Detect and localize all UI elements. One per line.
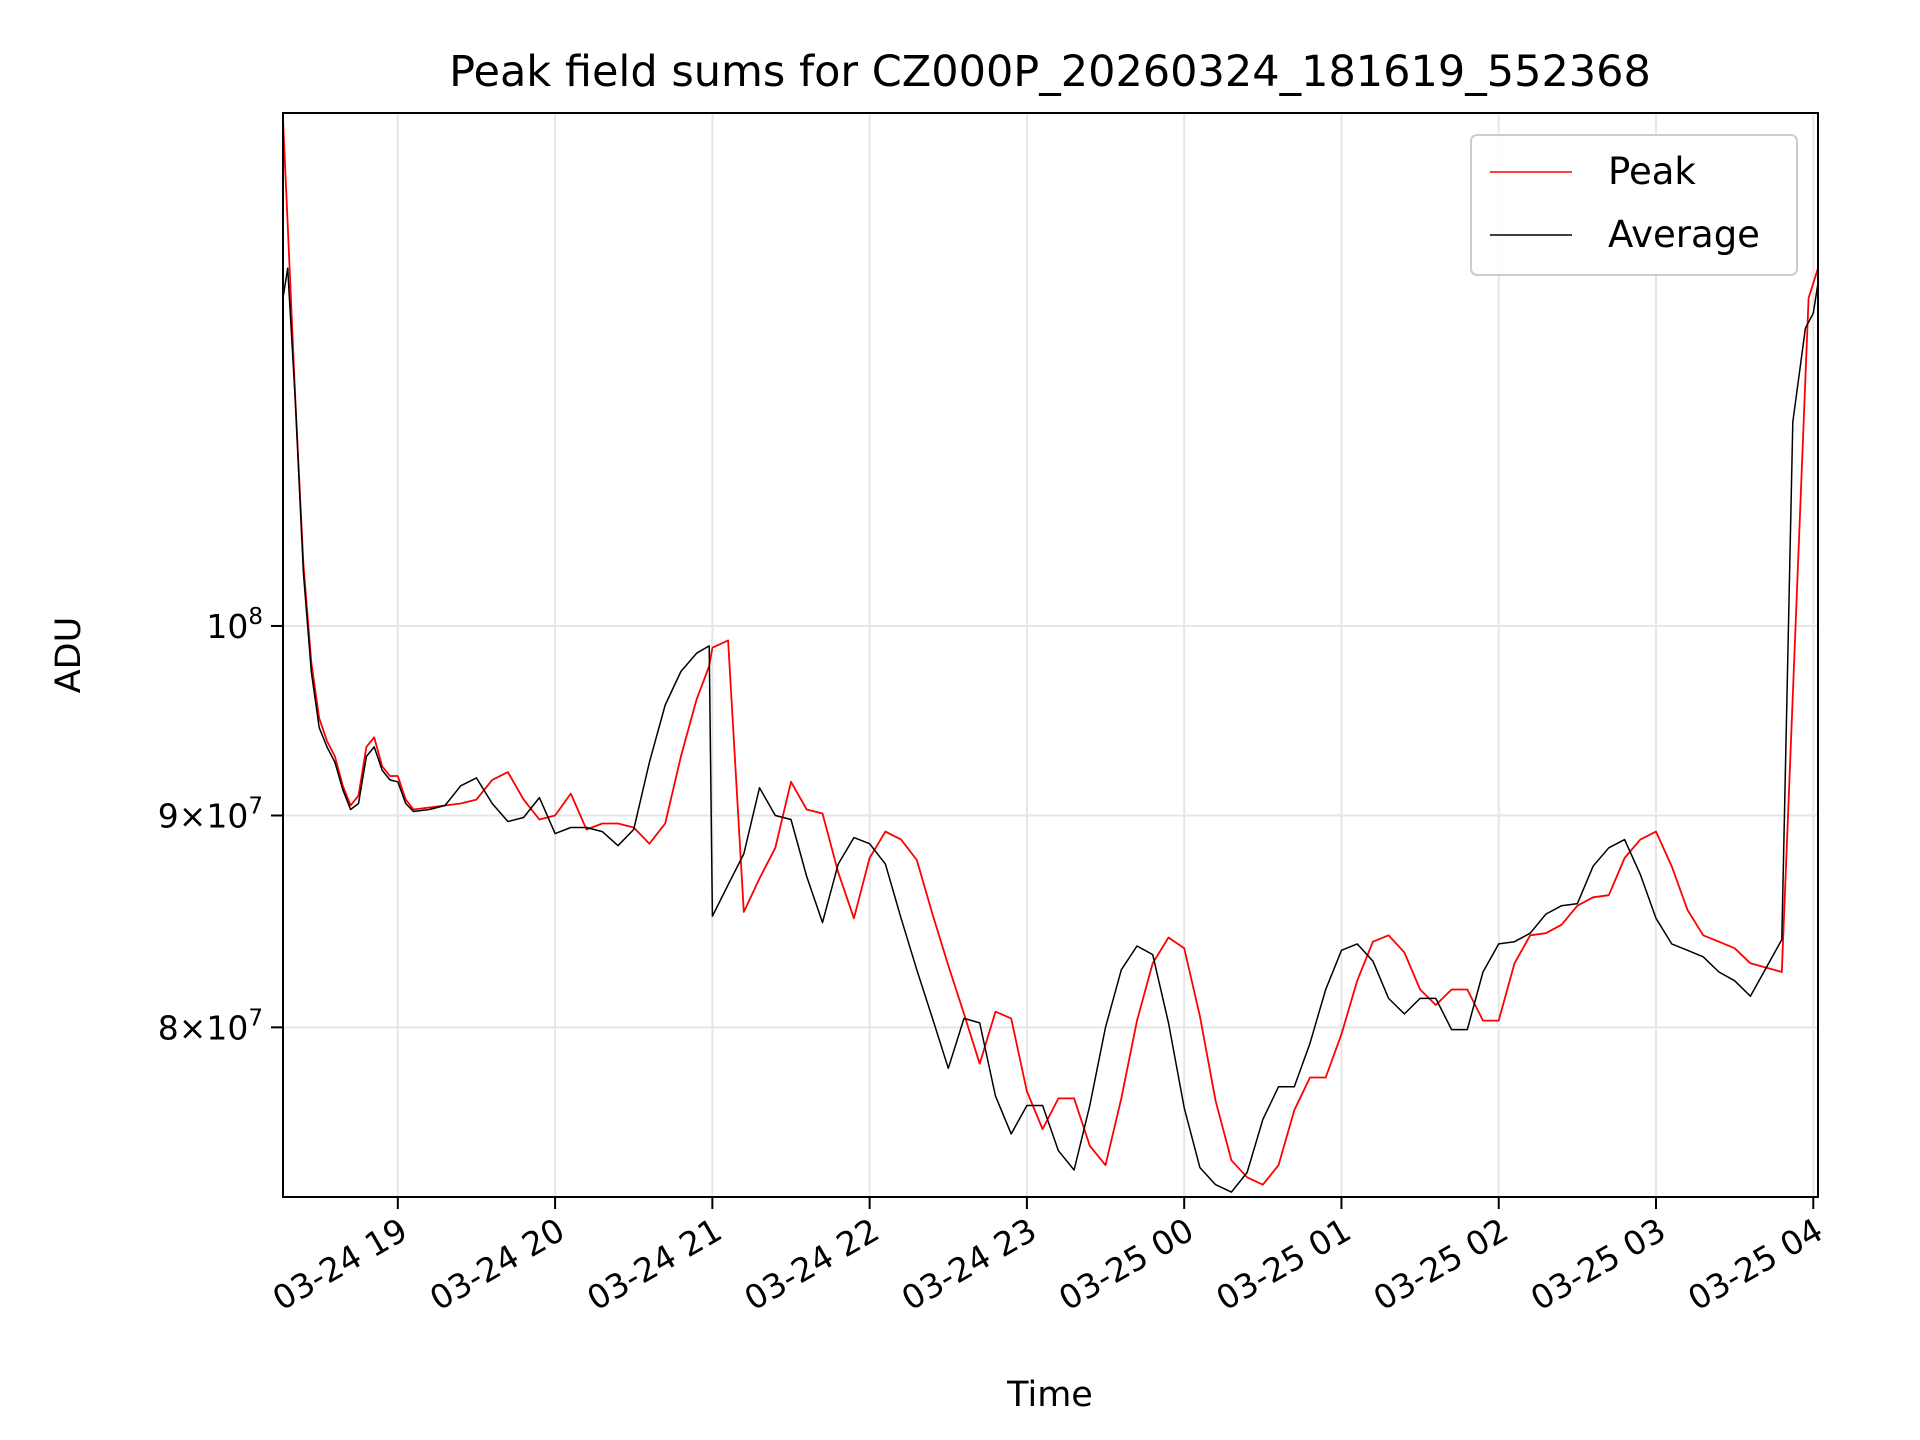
chart-title: Peak field sums for CZ000P_20260324_1816… bbox=[449, 47, 1651, 97]
grid bbox=[283, 113, 1818, 1197]
series-layer bbox=[282, 119, 1819, 1193]
y-tick-label: 8×107 bbox=[158, 1005, 263, 1047]
y-axis-title: ADU bbox=[49, 617, 89, 694]
x-axis-title: Time bbox=[1006, 1375, 1093, 1415]
legend-box bbox=[1470, 134, 1798, 276]
plot-frame bbox=[282, 112, 1819, 1198]
series-line-peak bbox=[282, 119, 1819, 1186]
legend-label-peak: Peak bbox=[1608, 150, 1696, 193]
legend: Peak Average bbox=[1470, 134, 1798, 276]
legend-label-average: Average bbox=[1608, 213, 1760, 256]
y-axis: 108 9×107 8×107 bbox=[158, 604, 283, 1047]
y-tick-label: 9×107 bbox=[158, 793, 263, 835]
y-tick-label: 108 bbox=[206, 604, 263, 646]
series-line-average bbox=[282, 267, 1819, 1193]
